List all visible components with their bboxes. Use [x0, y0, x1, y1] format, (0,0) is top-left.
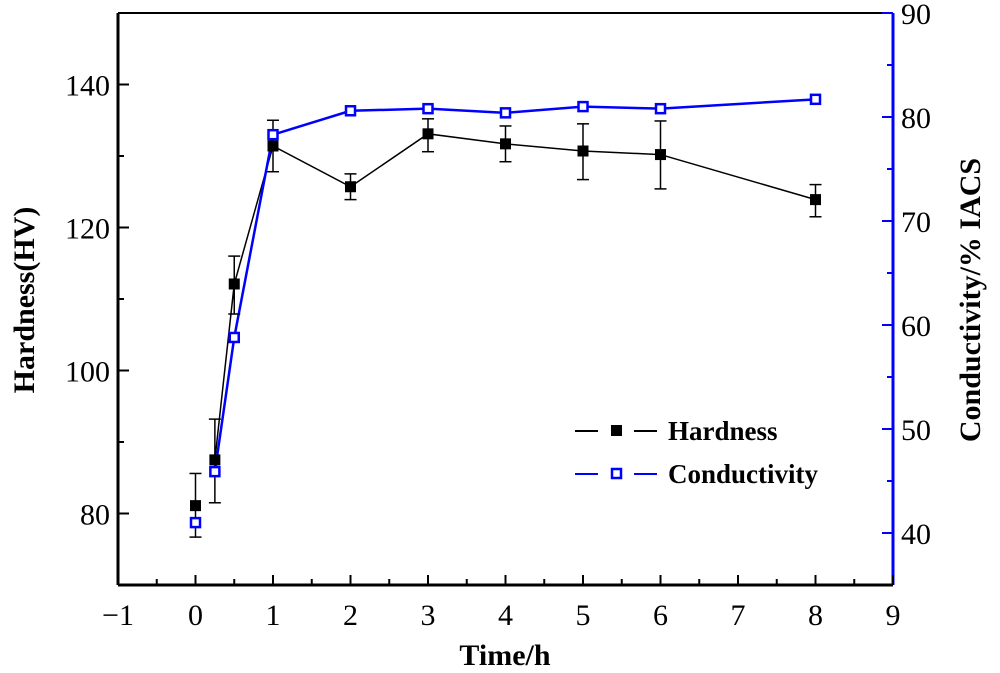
hardness-point — [267, 140, 279, 152]
conductivity-point — [189, 516, 202, 529]
hardness-point — [228, 278, 240, 290]
hardness-point — [422, 128, 434, 140]
hardness-point — [209, 454, 221, 466]
conductivity-point — [577, 100, 589, 113]
y2-tick-label: 60 — [901, 310, 931, 343]
y2-axis-title: Conductivity/% IACS — [954, 158, 987, 442]
legend-conductivity-marker — [610, 467, 623, 480]
x-tick-label: 0 — [188, 599, 203, 632]
conductivity-point — [209, 465, 221, 478]
conductivity-point — [654, 102, 667, 115]
conductivity-point — [422, 102, 434, 115]
x-tick-label: 6 — [653, 599, 668, 632]
legend-hardness-marker — [611, 425, 622, 436]
x-tick-label: 9 — [886, 599, 901, 632]
conductivity-point — [809, 93, 822, 106]
y2-tick-label: 90 — [901, 0, 931, 31]
ticks: −1 0 1 2 3 4 5 6 7 8 9 80 100 120 140 40 50 60 70 80 90 — [65, 0, 931, 632]
conductivity-point — [267, 128, 279, 141]
x-tick-label: 2 — [343, 599, 358, 632]
y2-tick-label: 70 — [901, 206, 931, 239]
x-tick-label: 7 — [731, 599, 746, 632]
legend-conductivity-label: Conductivity — [668, 459, 819, 489]
conductivity-point — [344, 105, 357, 117]
y2-tick-label: 40 — [901, 518, 931, 551]
x-tick-label: 5 — [576, 599, 591, 632]
legend: Hardness Conductivity — [575, 416, 819, 489]
x-axis-title: Time/h — [459, 639, 550, 672]
x-tick-label: 3 — [421, 599, 436, 632]
x-tick-label: 1 — [266, 599, 281, 632]
y2-tick-label: 50 — [901, 414, 931, 447]
hardness-point — [810, 194, 821, 206]
conductivity-point — [228, 331, 240, 344]
hardness-point — [345, 181, 356, 193]
series-line-hardness — [214, 133, 816, 460]
marks — [189, 93, 822, 538]
y2-tick-label: 80 — [901, 102, 931, 135]
x-tick-label: −1 — [102, 599, 134, 632]
x-tick-label: 8 — [808, 599, 823, 632]
y-tick-label: 120 — [65, 213, 110, 246]
hardness-point — [577, 145, 589, 157]
hardness-point — [190, 500, 201, 512]
y-tick-label: 80 — [80, 499, 110, 532]
hardness-point — [500, 138, 511, 150]
hardness-point — [655, 149, 666, 161]
y-axis-title: Hardness(HV) — [8, 207, 41, 394]
conductivity-point — [499, 107, 512, 119]
y-tick-label: 140 — [65, 70, 110, 103]
x-tick-label: 4 — [498, 599, 513, 632]
legend-hardness-label: Hardness — [668, 416, 778, 446]
y-tick-label: 100 — [65, 356, 110, 389]
